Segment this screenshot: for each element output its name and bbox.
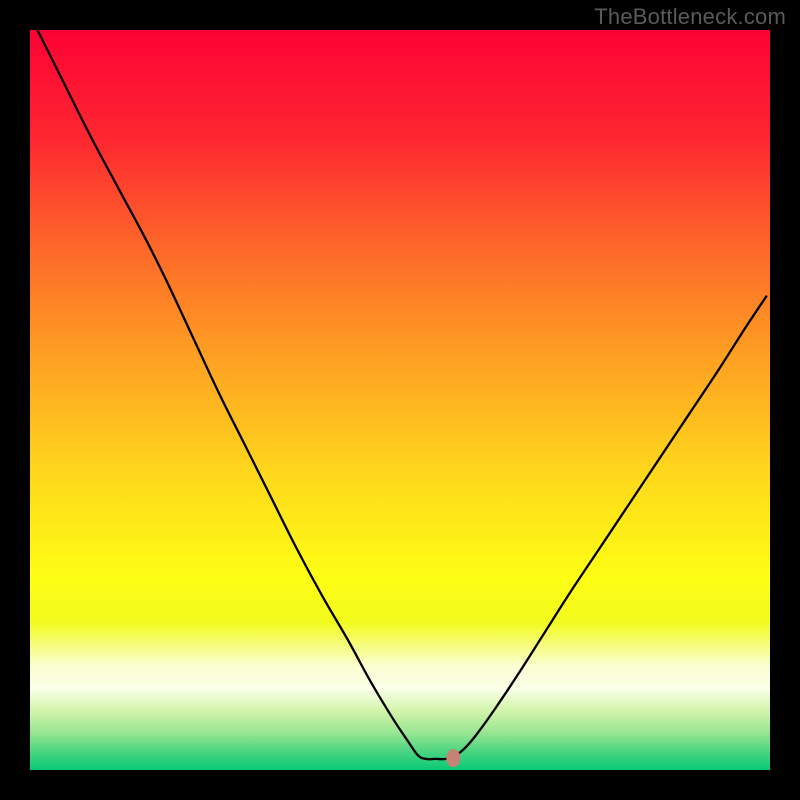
optimal-point-marker — [446, 749, 460, 767]
bottleneck-chart — [30, 30, 770, 770]
watermark-text: TheBottleneck.com — [594, 4, 786, 30]
chart-frame: TheBottleneck.com — [0, 0, 800, 800]
chart-background — [30, 30, 770, 770]
plot-area — [30, 30, 770, 770]
